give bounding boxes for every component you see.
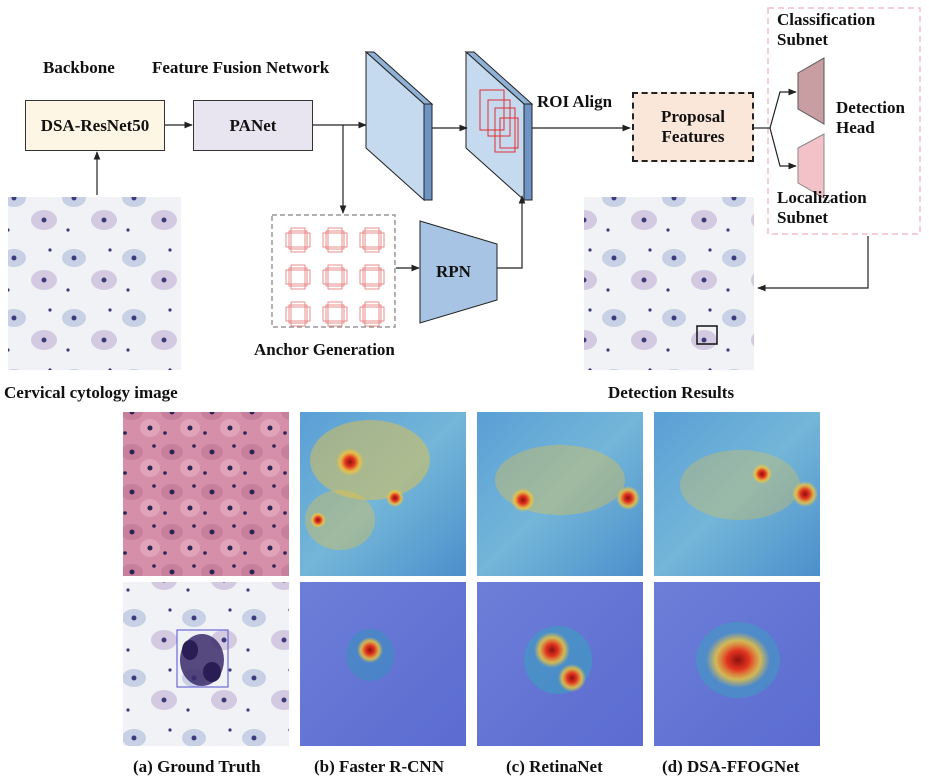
faster-rcnn-heatmap-row1 [300, 412, 466, 576]
panet-box-text: PANet [229, 115, 277, 135]
rpn-block [419, 220, 498, 324]
anchor-box [359, 306, 385, 322]
anchor-generation-box [271, 214, 396, 328]
anchor-box [290, 227, 306, 253]
anchor-box [285, 269, 311, 285]
detection-head-label: Detection Head [836, 98, 905, 137]
panet-box: PANet [193, 100, 313, 151]
anchor-box [325, 230, 345, 250]
gt-cell-cluster [180, 634, 224, 686]
proposal-features-box: Proposal Features [632, 92, 754, 162]
anchor-box [362, 304, 382, 324]
anchor-box [364, 227, 380, 253]
feature-map-2 [464, 50, 534, 202]
proposal-features-text: Proposal Features [661, 107, 725, 146]
gt-image-row1 [123, 412, 289, 576]
localization-subnet-shape [797, 133, 825, 199]
gt-bounding-box [176, 629, 229, 688]
input-caption: Cervical cytology image [4, 383, 178, 402]
rpn-label: RPN [436, 262, 471, 281]
classification-subnet-label: Classification Subnet [777, 10, 876, 49]
feature-map-1 [364, 50, 434, 202]
anchor-box [359, 232, 385, 248]
caption-ground-truth: (a) Ground Truth [133, 757, 261, 776]
anchor-generation-label: Anchor Generation [254, 340, 395, 359]
ffn-label: Feature Fusion Network [152, 58, 330, 77]
backbone-box-text: DSA-ResNet50 [40, 115, 150, 135]
anchor-box [327, 227, 343, 253]
anchor-box [364, 301, 380, 327]
anchor-box [325, 267, 345, 287]
localization-subnet-label: Localization Subnet [777, 188, 867, 227]
anchor-box [290, 264, 306, 290]
anchor-box [285, 306, 311, 322]
backbone-label: Backbone [43, 58, 115, 77]
anchor-box [285, 232, 311, 248]
caption-faster-rcnn: (b) Faster R-CNN [314, 757, 444, 776]
anchor-box [325, 304, 345, 324]
caption-retinanet: (c) RetinaNet [506, 757, 603, 776]
classification-subnet-shape [797, 57, 825, 125]
anchor-grid [285, 227, 385, 327]
faster-rcnn-heatmap-row2 [300, 582, 466, 746]
arrow-head-to-result [757, 236, 869, 292]
anchor-box [327, 264, 343, 290]
anchor-box [288, 304, 308, 324]
anchor-box [364, 264, 380, 290]
retinanet-heatmap-row1 [477, 412, 643, 576]
arrow-to-localization [769, 127, 797, 170]
anchor-box [322, 269, 348, 285]
detection-box [696, 325, 718, 345]
anchor-box [362, 267, 382, 287]
anchor-box [288, 267, 308, 287]
output-caption: Detection Results [608, 383, 735, 402]
anchor-box [362, 230, 382, 250]
detection-head-box [767, 7, 921, 235]
arrow-to-classification [769, 88, 797, 129]
detection-result-image [584, 197, 754, 370]
anchor-box [359, 269, 385, 285]
anchor-box [322, 306, 348, 322]
dsa-ffognet-heatmap-row1 [654, 412, 820, 576]
anchor-box [288, 230, 308, 250]
arrow-rpn-to-fmap2 [497, 195, 526, 269]
anchor-box [327, 301, 343, 327]
retinanet-heatmap-row2 [477, 582, 643, 746]
anchor-box [322, 232, 348, 248]
anchor-box [290, 301, 306, 327]
input-cytology-image [8, 197, 181, 370]
backbone-box: DSA-ResNet50 [25, 100, 165, 151]
dsa-ffognet-heatmap-row2 [654, 582, 820, 746]
roi-align-label: ROI Align [537, 92, 613, 111]
caption-dsa-ffognet: (d) DSA-FFOGNet [662, 757, 800, 776]
